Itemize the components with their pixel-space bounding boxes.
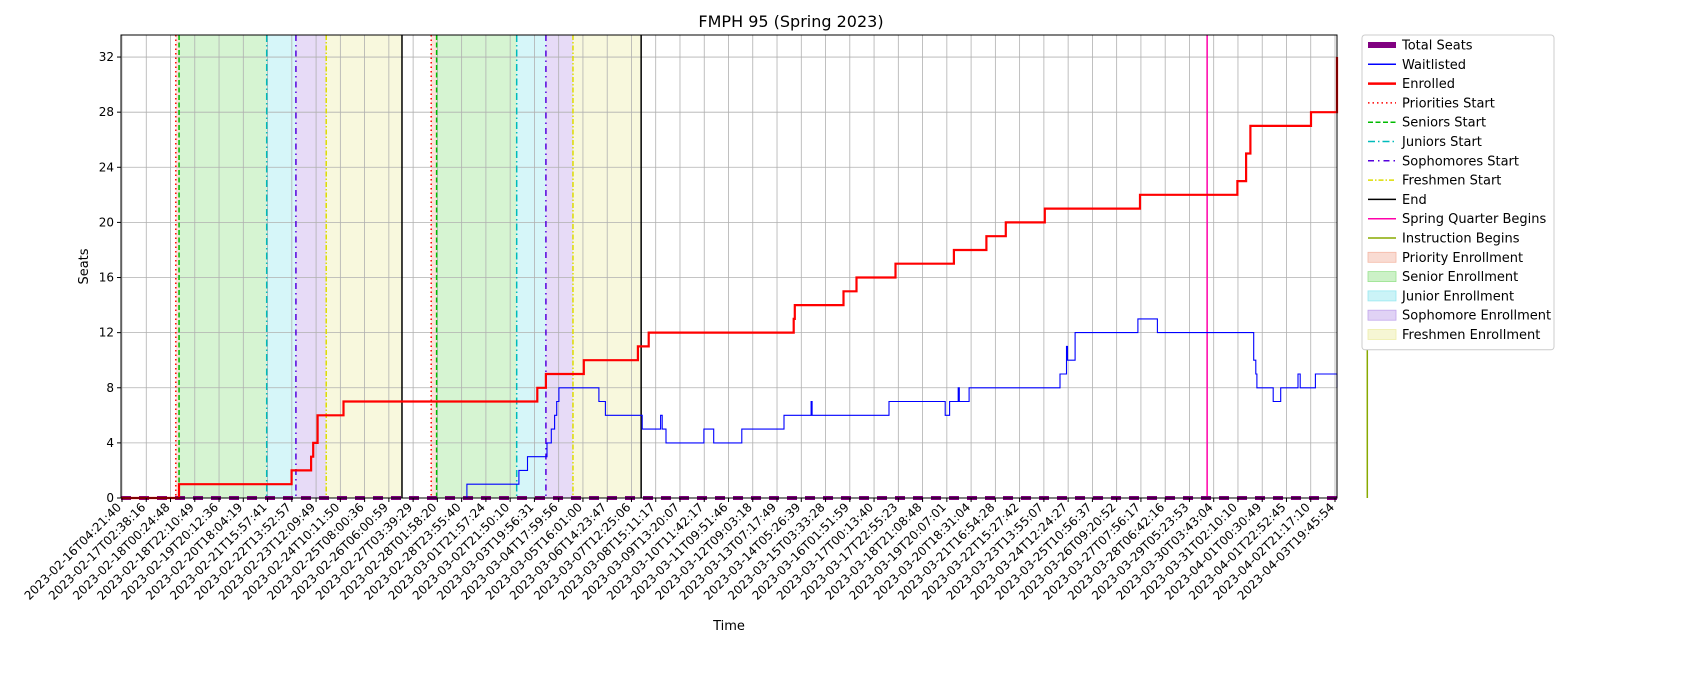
legend-label-2: Enrolled <box>1402 77 1455 92</box>
legend-swatch-12 <box>1367 271 1397 283</box>
ytick-label-3: 12 <box>99 326 114 340</box>
legend-label-5: Juniors Start <box>1401 135 1482 150</box>
legend-label-10: Instruction Begins <box>1402 232 1520 247</box>
legend-swatch-14 <box>1367 309 1397 321</box>
legend-swatch-13 <box>1367 290 1397 302</box>
chart-title: FMPH 95 (Spring 2023) <box>698 12 883 31</box>
region-1-1 <box>436 35 517 498</box>
legend-label-4: Seniors Start <box>1402 116 1486 131</box>
series-line-1 <box>121 318 1338 499</box>
legend-label-12: Senior Enrollment <box>1402 270 1518 285</box>
ytick-label-6: 24 <box>99 160 114 174</box>
legend-swatch-15 <box>1367 329 1397 340</box>
ytick-label-1: 4 <box>106 436 114 450</box>
legend-label-7: Freshmen Start <box>1402 174 1501 189</box>
legend-label-0: Total Seats <box>1401 39 1473 54</box>
x-axis-title: Time <box>712 619 745 634</box>
legend-label-3: Priorities Start <box>1402 96 1495 111</box>
ytick-label-8: 32 <box>99 50 114 64</box>
region-2-1 <box>516 35 546 498</box>
enrollment-period-regions <box>175 35 642 498</box>
region-3-0 <box>295 35 327 498</box>
ytick-label-7: 28 <box>99 105 114 119</box>
legend-label-9: Spring Quarter Begins <box>1402 212 1546 227</box>
region-3-1 <box>545 35 573 498</box>
legend-label-1: Waitlisted <box>1402 58 1466 73</box>
legend-label-14: Sophomore Enrollment <box>1402 309 1551 324</box>
y-axis-title: Seats <box>77 248 92 284</box>
legend-label-11: Priority Enrollment <box>1402 251 1523 266</box>
region-0-1 <box>431 35 437 498</box>
region-0-0 <box>175 35 180 498</box>
ytick-label-5: 20 <box>99 215 114 229</box>
x-axis-ticks: 2023-02-16T04:21:402023-02-17T02:38:1620… <box>22 498 1337 603</box>
legend-label-15: Freshmen Enrollment <box>1402 328 1540 343</box>
legend: Total Seats Waitlisted Enrolled Priorities … <box>1361 34 1555 351</box>
legend-label-6: Sophomores Start <box>1402 154 1519 169</box>
legend-label-8: End <box>1402 193 1427 208</box>
legend-swatch-11 <box>1367 251 1397 263</box>
legend-frame <box>1361 34 1555 351</box>
ytick-label-2: 8 <box>106 381 114 395</box>
ytick-label-0: 0 <box>106 491 114 505</box>
legend-label-13: Junior Enrollment <box>1401 289 1514 304</box>
series-line-2 <box>121 57 1339 500</box>
ytick-label-4: 16 <box>99 271 114 285</box>
y-axis-ticks: 0 4 8 12 16 20 24 28 32 <box>99 50 121 505</box>
region-1-0 <box>179 35 267 498</box>
region-4-0 <box>326 35 402 498</box>
